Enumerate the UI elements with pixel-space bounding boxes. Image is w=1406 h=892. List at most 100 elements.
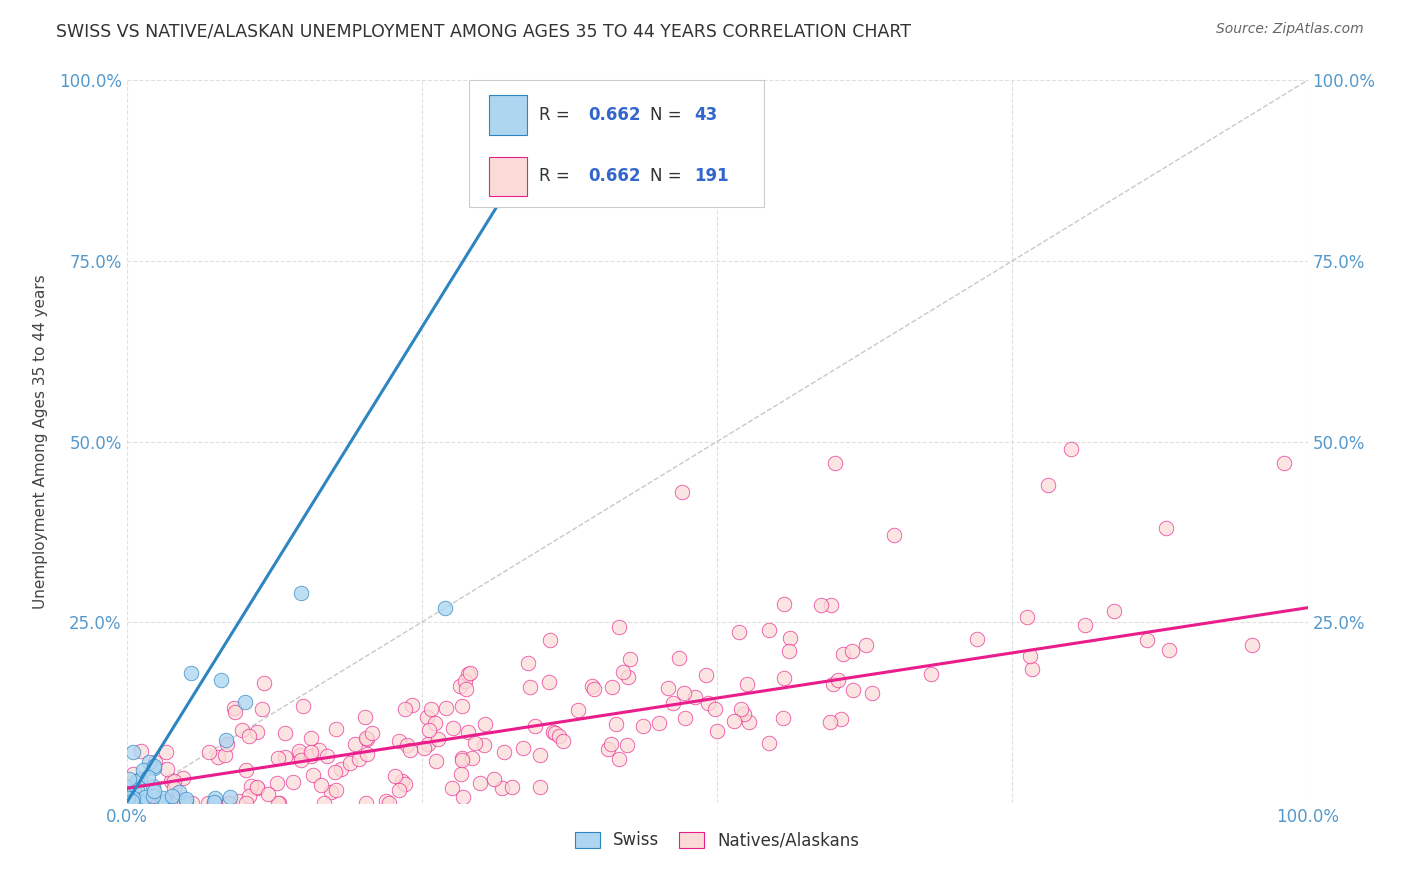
Point bbox=[703, 702, 725, 716]
Text: 0.662: 0.662 bbox=[588, 106, 641, 124]
Point bbox=[290, 586, 312, 600]
Text: 191: 191 bbox=[695, 168, 730, 186]
Point bbox=[773, 598, 796, 612]
Text: 43: 43 bbox=[695, 106, 718, 124]
Point bbox=[174, 792, 197, 806]
Point bbox=[418, 723, 440, 738]
Point bbox=[920, 666, 942, 681]
Point bbox=[474, 717, 496, 731]
Point bbox=[240, 779, 263, 793]
Point bbox=[619, 651, 641, 665]
Point bbox=[290, 748, 312, 763]
Point bbox=[388, 733, 411, 747]
Point bbox=[423, 716, 446, 731]
Point bbox=[121, 793, 143, 807]
Point bbox=[219, 790, 242, 805]
Point bbox=[517, 656, 540, 670]
Point bbox=[697, 696, 720, 710]
Point bbox=[117, 786, 139, 800]
Point bbox=[824, 456, 846, 470]
Point bbox=[267, 796, 290, 810]
Point bbox=[855, 638, 877, 652]
Point bbox=[464, 736, 486, 750]
Point bbox=[132, 764, 155, 778]
Point bbox=[238, 789, 260, 803]
Point bbox=[617, 670, 640, 684]
Point bbox=[482, 772, 505, 786]
Point bbox=[125, 792, 148, 806]
Point bbox=[152, 791, 174, 805]
Point bbox=[758, 736, 780, 750]
Text: SWISS VS NATIVE/ALASKAN UNEMPLOYMENT AMONG AGES 35 TO 44 YEARS CORRELATION CHART: SWISS VS NATIVE/ALASKAN UNEMPLOYMENT AMO… bbox=[56, 22, 911, 40]
Point bbox=[121, 745, 143, 759]
Point bbox=[215, 733, 238, 747]
Point bbox=[1021, 662, 1043, 676]
Point bbox=[138, 756, 160, 770]
Point bbox=[122, 791, 145, 805]
Point bbox=[204, 790, 226, 805]
Point bbox=[135, 796, 157, 810]
Point bbox=[827, 673, 849, 688]
Point bbox=[1019, 648, 1042, 663]
Point bbox=[673, 711, 696, 725]
Point bbox=[1104, 604, 1126, 618]
Point bbox=[160, 773, 183, 788]
Point bbox=[519, 680, 541, 694]
Point bbox=[451, 753, 474, 767]
Point bbox=[541, 725, 564, 739]
Point bbox=[394, 777, 416, 791]
Point bbox=[600, 737, 623, 751]
Point bbox=[434, 600, 457, 615]
Point bbox=[728, 625, 751, 640]
Point bbox=[1159, 643, 1181, 657]
Point bbox=[228, 794, 250, 808]
Point bbox=[266, 775, 288, 789]
Text: 0.662: 0.662 bbox=[588, 168, 641, 186]
Point bbox=[129, 744, 152, 758]
Point bbox=[581, 679, 603, 693]
Point bbox=[301, 768, 323, 782]
Point bbox=[354, 796, 377, 810]
Point bbox=[267, 796, 290, 810]
Point bbox=[657, 681, 679, 695]
Point bbox=[758, 624, 780, 638]
Point bbox=[468, 775, 491, 789]
Point bbox=[207, 750, 229, 764]
Legend: Swiss, Natives/Alaskans: Swiss, Natives/Alaskans bbox=[568, 824, 866, 856]
Point bbox=[155, 794, 177, 808]
Point bbox=[143, 759, 166, 773]
Point bbox=[607, 620, 630, 634]
Point bbox=[142, 789, 165, 804]
Point bbox=[129, 795, 152, 809]
Point bbox=[288, 744, 311, 758]
Point bbox=[434, 701, 457, 715]
Point bbox=[454, 681, 477, 696]
Point bbox=[683, 690, 706, 704]
Point bbox=[841, 683, 863, 698]
Point bbox=[457, 725, 479, 739]
Point bbox=[121, 794, 143, 808]
Point bbox=[607, 752, 630, 766]
Point bbox=[730, 702, 752, 716]
Point bbox=[233, 695, 256, 709]
Point bbox=[159, 796, 181, 810]
Point bbox=[612, 665, 634, 679]
Point bbox=[274, 726, 297, 740]
Point bbox=[883, 528, 905, 542]
Point bbox=[671, 485, 693, 500]
Point bbox=[567, 703, 589, 717]
Point bbox=[121, 788, 143, 802]
Point bbox=[1074, 618, 1097, 632]
Point bbox=[291, 698, 314, 713]
Point bbox=[772, 711, 794, 725]
Point bbox=[449, 679, 471, 693]
Point bbox=[394, 702, 416, 716]
Point bbox=[129, 772, 152, 786]
Point bbox=[325, 722, 347, 736]
Point bbox=[605, 717, 627, 731]
Point bbox=[257, 787, 280, 801]
Point bbox=[396, 738, 419, 752]
Point bbox=[349, 751, 371, 765]
Point bbox=[354, 731, 377, 746]
Point bbox=[1060, 442, 1083, 456]
